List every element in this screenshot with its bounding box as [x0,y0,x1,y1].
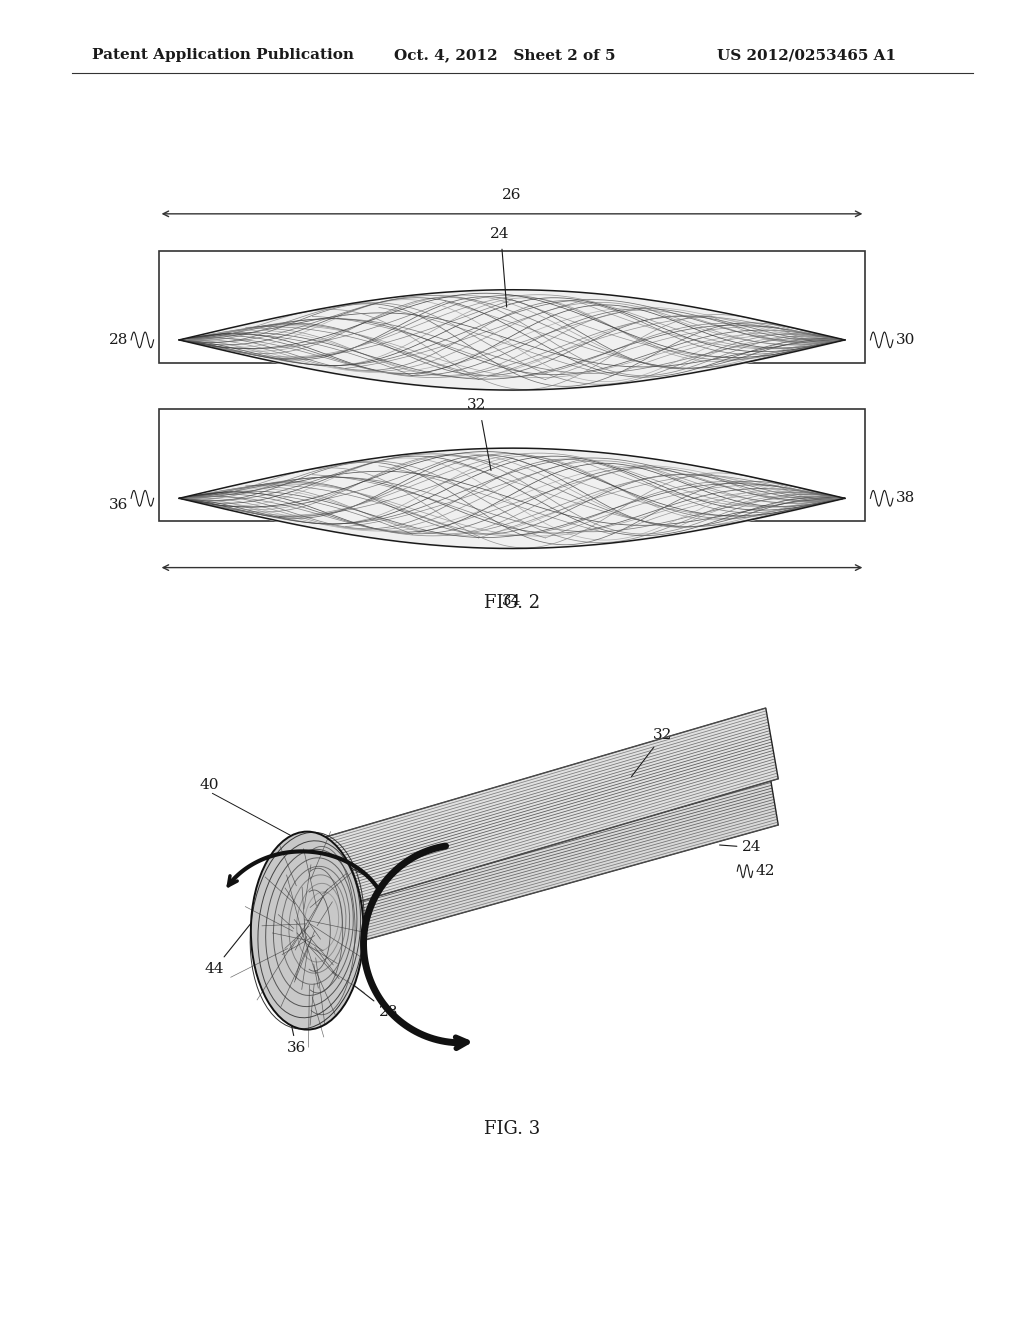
Text: 40: 40 [200,777,219,792]
Text: 32: 32 [632,729,673,776]
Ellipse shape [251,832,364,1030]
Text: 38: 38 [896,491,915,506]
Polygon shape [315,708,778,911]
Text: 24: 24 [720,841,762,854]
Text: FIG. 3: FIG. 3 [484,1119,540,1138]
Text: 30: 30 [896,333,915,347]
Bar [159,409,865,521]
Text: 32: 32 [467,399,485,412]
Text: 26: 26 [502,187,522,202]
Text: 24: 24 [489,227,510,242]
Text: 44: 44 [205,907,264,975]
Text: 34: 34 [503,594,521,609]
Text: 28: 28 [109,333,128,347]
Text: 42: 42 [756,865,775,878]
Text: Oct. 4, 2012   Sheet 2 of 5: Oct. 4, 2012 Sheet 2 of 5 [394,49,615,62]
Text: 28: 28 [350,982,398,1019]
Text: 36: 36 [109,498,128,512]
Text: US 2012/0253465 A1: US 2012/0253465 A1 [717,49,896,62]
Text: 36: 36 [287,1006,306,1055]
Polygon shape [315,754,778,950]
Text: FIG. 2: FIG. 2 [484,594,540,612]
Bar [159,251,865,363]
Text: Patent Application Publication: Patent Application Publication [92,49,354,62]
